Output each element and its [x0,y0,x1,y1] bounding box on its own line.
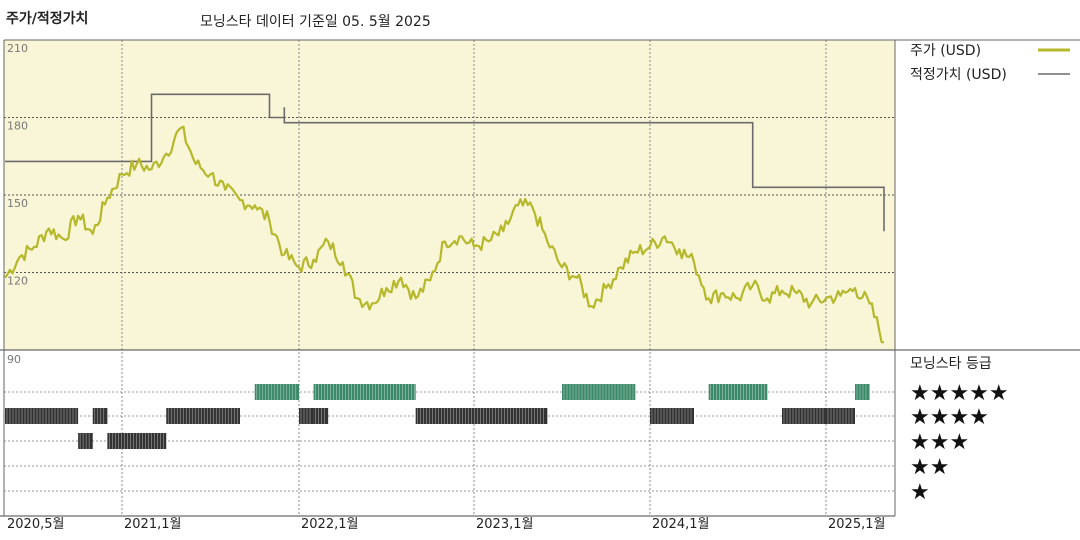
y-tick-label: 210 [7,42,28,55]
rating-bar-5-star [562,384,636,400]
fair-value-line [5,93,885,232]
rating-bar-4-star [782,408,826,424]
x-tick-label: 2024,1월 [652,517,709,532]
x-tick-label: 2021,1월 [124,517,181,532]
rating-stars-1: ★ [910,480,930,505]
y-tick-label: 90 [7,353,21,366]
rating-stars-2: ★★ [910,455,949,480]
chart-header: 주가/적정가치 모닝스타 데이터 기준일 05. 5월 2025 [0,0,1080,38]
legend-fair-value-label: 적정가치 (USD) [910,67,1007,83]
rating-bar-4-star [650,408,694,424]
rating-bar-4-star [166,408,240,424]
x-tick-label: 2020,5월 [7,517,64,532]
rating-bar-4-star [5,408,79,424]
data-date-subtitle: 모닝스타 데이터 기준일 05. 5월 2025 [200,14,431,30]
rating-legend-title: 모닝스타 등급 [910,356,992,372]
rating-bar-4-star [826,408,855,424]
y-tick-label: 150 [7,197,28,210]
rating-stars-5: ★★★★★ [910,381,1009,406]
rating-bar-5-star [254,384,299,400]
rating-stars-4: ★★★★ [910,405,989,430]
legend-price-label: 주가 (USD) [910,43,981,59]
x-tick-label: 2023,1월 [476,517,533,532]
rating-bar-4-star [415,408,548,424]
x-tick-label: 2025,1월 [828,517,885,532]
chart-title: 주가/적정가치 [6,11,89,27]
price-line [4,125,885,344]
y-tick-label: 180 [7,120,28,133]
rating-stars-3: ★★★ [910,430,969,455]
rating-bar-5-star [313,384,416,400]
y-tick-label: 120 [7,275,28,288]
x-tick-label: 2022,1월 [301,517,358,532]
